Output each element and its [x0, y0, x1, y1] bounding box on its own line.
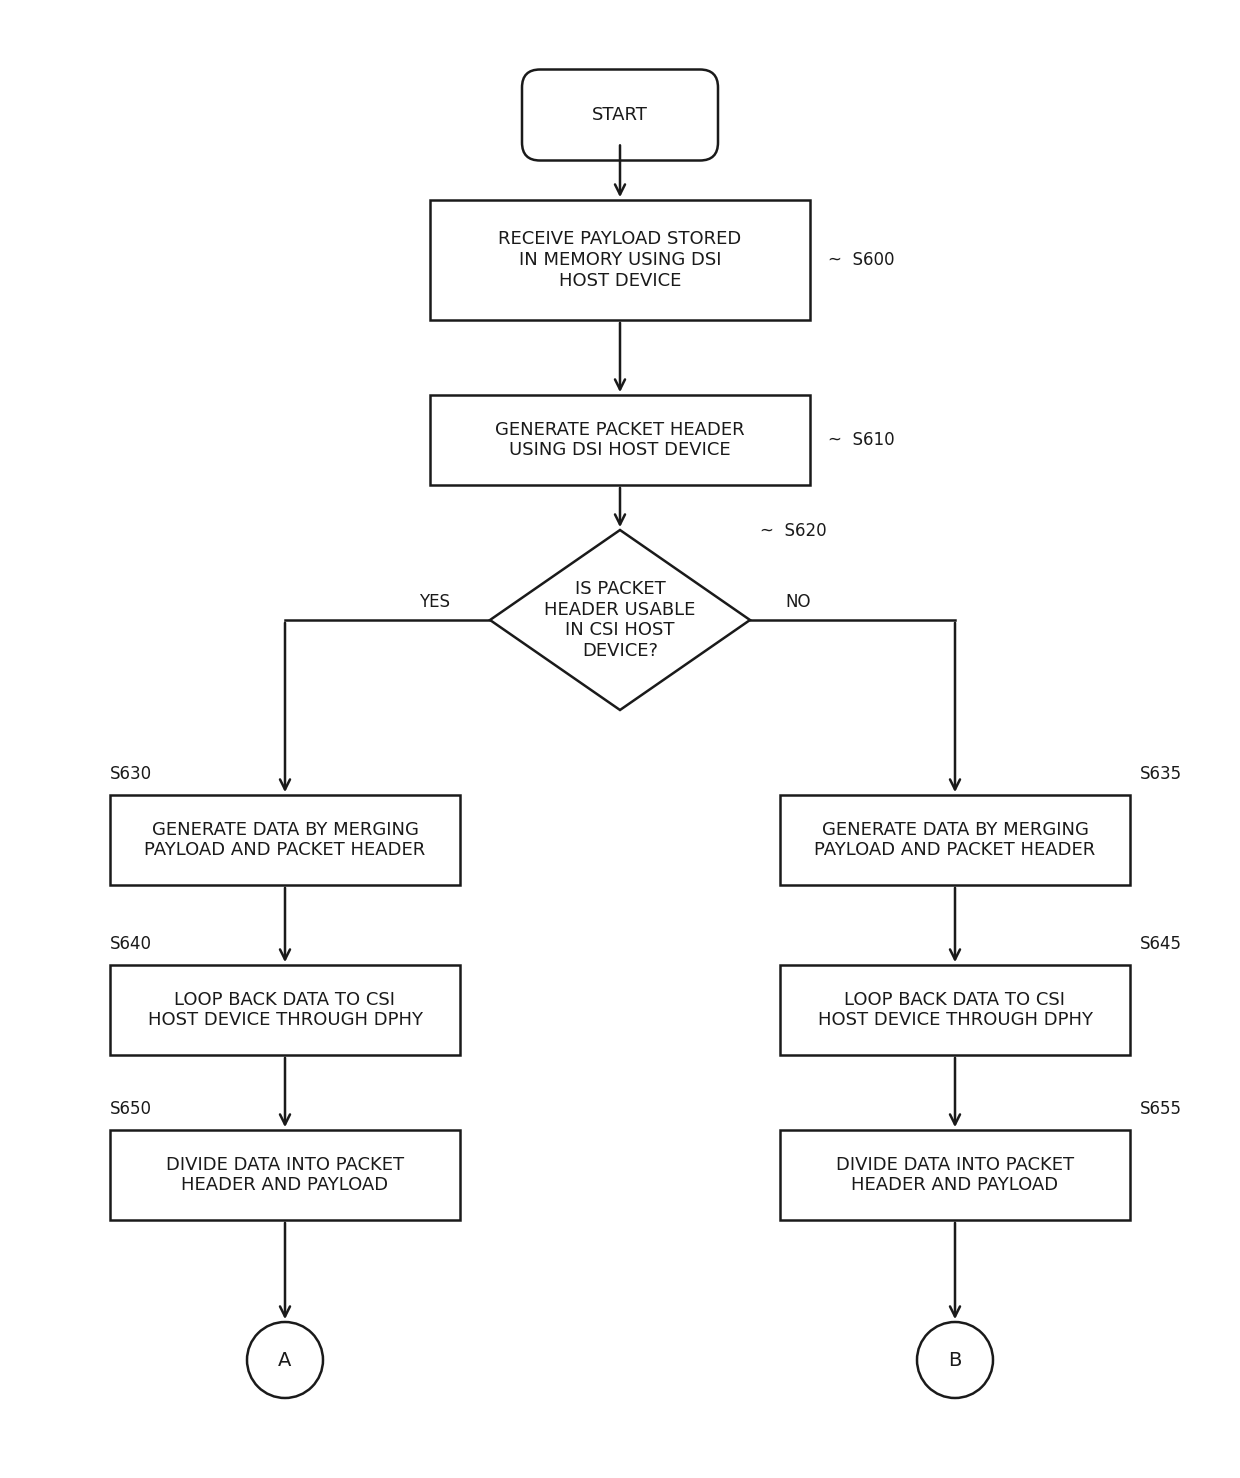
Bar — [430, 395, 810, 485]
Text: S645: S645 — [1140, 936, 1182, 953]
Bar — [430, 200, 810, 321]
Circle shape — [918, 1321, 993, 1398]
Text: GENERATE DATA BY MERGING
PAYLOAD AND PACKET HEADER: GENERATE DATA BY MERGING PAYLOAD AND PAC… — [815, 820, 1096, 859]
Bar — [780, 965, 1130, 1055]
Text: IS PACKET
HEADER USABLE
IN CSI HOST
DEVICE?: IS PACKET HEADER USABLE IN CSI HOST DEVI… — [544, 579, 696, 661]
Bar — [780, 1131, 1130, 1219]
Text: ~  S610: ~ S610 — [828, 432, 894, 449]
Text: ~  S600: ~ S600 — [828, 251, 894, 269]
Text: RECEIVE PAYLOAD STORED
IN MEMORY USING DSI
HOST DEVICE: RECEIVE PAYLOAD STORED IN MEMORY USING D… — [498, 231, 742, 290]
Text: GENERATE DATA BY MERGING
PAYLOAD AND PACKET HEADER: GENERATE DATA BY MERGING PAYLOAD AND PAC… — [144, 820, 425, 859]
Text: NO: NO — [785, 593, 811, 610]
Text: A: A — [278, 1351, 291, 1370]
Circle shape — [247, 1321, 322, 1398]
Text: S635: S635 — [1140, 766, 1182, 783]
Text: S630: S630 — [110, 766, 153, 783]
Bar — [110, 795, 460, 885]
Bar — [110, 1131, 460, 1219]
Bar — [780, 795, 1130, 885]
Text: S650: S650 — [110, 1100, 153, 1117]
Text: DIVIDE DATA INTO PACKET
HEADER AND PAYLOAD: DIVIDE DATA INTO PACKET HEADER AND PAYLO… — [836, 1156, 1074, 1194]
Text: LOOP BACK DATA TO CSI
HOST DEVICE THROUGH DPHY: LOOP BACK DATA TO CSI HOST DEVICE THROUG… — [148, 990, 423, 1029]
Polygon shape — [490, 531, 750, 709]
Text: LOOP BACK DATA TO CSI
HOST DEVICE THROUGH DPHY: LOOP BACK DATA TO CSI HOST DEVICE THROUG… — [817, 990, 1092, 1029]
Bar — [110, 965, 460, 1055]
Text: B: B — [949, 1351, 962, 1370]
Text: S655: S655 — [1140, 1100, 1182, 1117]
Text: ~  S620: ~ S620 — [760, 522, 827, 539]
FancyBboxPatch shape — [522, 69, 718, 161]
Text: DIVIDE DATA INTO PACKET
HEADER AND PAYLOAD: DIVIDE DATA INTO PACKET HEADER AND PAYLO… — [166, 1156, 404, 1194]
Text: YES: YES — [419, 593, 450, 610]
Text: GENERATE PACKET HEADER
USING DSI HOST DEVICE: GENERATE PACKET HEADER USING DSI HOST DE… — [495, 421, 745, 460]
Text: START: START — [591, 106, 649, 124]
Text: S640: S640 — [110, 936, 153, 953]
